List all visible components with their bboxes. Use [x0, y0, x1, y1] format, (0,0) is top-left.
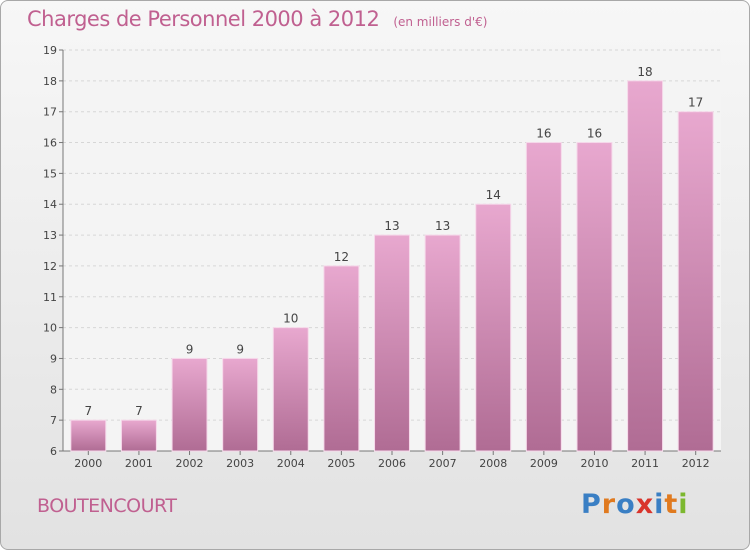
x-tick-label: 2010	[580, 457, 608, 470]
bar-value-label: 14	[486, 188, 501, 202]
bar	[70, 419, 107, 452]
chart-subtitle: (en milliers d'€)	[393, 15, 488, 29]
bar	[627, 80, 664, 452]
proxiti-logo: Proxiti	[581, 489, 689, 520]
y-tick-label: 18	[43, 75, 57, 88]
bar-value-label: 13	[435, 219, 450, 233]
chart-title-block: Charges de Personnel 2000 à 2012 (en mill…	[27, 7, 487, 31]
bar	[424, 234, 461, 452]
x-tick-label: 2012	[682, 457, 710, 470]
bar	[272, 327, 309, 452]
commune-name: BOUTENCOURT	[37, 495, 177, 517]
y-tick-label: 19	[43, 44, 57, 57]
logo-letter: x	[635, 489, 655, 520]
bar-value-label: 10	[283, 312, 298, 326]
x-tick-label: 2007	[429, 457, 457, 470]
logo-letter: r	[601, 489, 617, 520]
bar	[120, 419, 157, 452]
y-tick-label: 16	[43, 137, 57, 150]
bar	[323, 265, 360, 452]
bar-value-label: 16	[587, 127, 602, 141]
bar-value-label: 17	[688, 96, 703, 110]
y-tick-label: 13	[43, 229, 57, 242]
bar-value-label: 18	[637, 65, 652, 79]
bar-value-label: 9	[236, 342, 244, 356]
logo-letter: o	[616, 489, 636, 520]
x-tick-label: 2005	[327, 457, 355, 470]
bar	[374, 234, 410, 452]
logo-letter: P	[581, 489, 602, 520]
bar	[525, 142, 562, 452]
bar-value-label: 7	[135, 404, 143, 418]
x-tick-label: 2008	[479, 457, 507, 470]
y-tick-label: 10	[43, 322, 57, 335]
logo-letter: i	[654, 489, 665, 520]
y-tick-label: 9	[50, 352, 57, 365]
x-tick-label: 2003	[226, 457, 254, 470]
bar-value-label: 13	[384, 219, 399, 233]
bar	[677, 111, 714, 452]
x-tick-label: 2004	[277, 457, 305, 470]
bar	[171, 357, 208, 452]
logo-letter: i	[678, 489, 689, 520]
y-tick-label: 6	[50, 445, 57, 458]
y-tick-label: 8	[50, 383, 57, 396]
y-tick-label: 11	[43, 291, 57, 304]
y-tick-label: 15	[43, 167, 57, 180]
logo-letter: t	[664, 489, 679, 520]
bar-value-label: 12	[334, 250, 349, 264]
x-tick-label: 2002	[176, 457, 204, 470]
y-tick-label: 17	[43, 106, 57, 119]
bar-value-label: 7	[84, 404, 92, 418]
y-tick-label: 14	[43, 198, 57, 211]
x-tick-label: 2001	[125, 457, 153, 470]
x-tick-label: 2011	[631, 457, 659, 470]
bar	[576, 142, 613, 452]
bar-value-label: 16	[536, 127, 551, 141]
y-tick-label: 12	[43, 260, 57, 273]
x-tick-label: 2009	[530, 457, 558, 470]
bar	[222, 357, 259, 452]
y-tick-label: 7	[50, 414, 57, 427]
x-tick-label: 2006	[378, 457, 406, 470]
x-tick-label: 2000	[74, 457, 102, 470]
chart-title: Charges de Personnel 2000 à 2012	[27, 7, 380, 31]
bar	[475, 203, 512, 452]
bar-value-label: 9	[186, 342, 194, 356]
